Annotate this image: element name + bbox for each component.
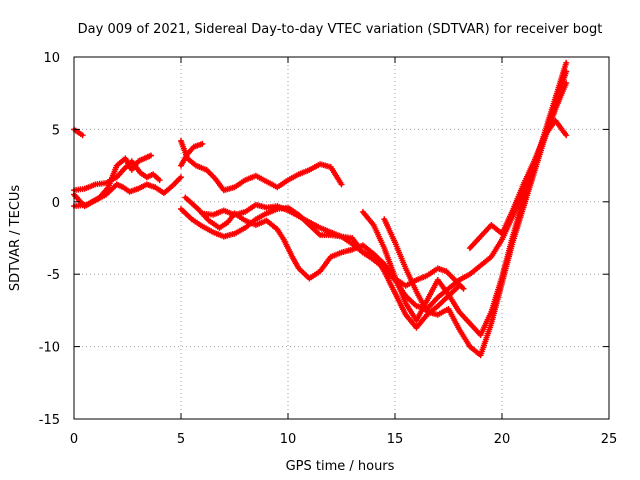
data-point-marker xyxy=(460,285,467,292)
x-axis-label: GPS time / hours xyxy=(286,459,395,474)
x-tick-label: 10 xyxy=(280,432,297,447)
x-tick-label: 0 xyxy=(70,432,78,447)
series-arc-2 xyxy=(71,158,163,194)
series-arc-6 xyxy=(178,140,206,169)
y-tick-label: 0 xyxy=(52,196,60,211)
y-axis-label: SDTVAR / TECUs xyxy=(8,185,23,292)
series-arc-10 xyxy=(359,59,570,338)
y-tick-label: -10 xyxy=(39,341,60,356)
data-series xyxy=(71,59,570,359)
x-tick-label: 20 xyxy=(494,432,511,447)
chart-title: Day 009 of 2021, Sidereal Day-to-day VTE… xyxy=(78,22,603,37)
series-arc-12 xyxy=(466,117,570,252)
y-tick-label: 5 xyxy=(52,123,60,138)
x-tick-label: 5 xyxy=(177,432,185,447)
data-point-marker xyxy=(156,177,163,184)
series-arc-11 xyxy=(381,68,570,359)
y-tick-label: -15 xyxy=(39,413,60,428)
x-tick-labels: 0 5 10 15 20 25 xyxy=(70,432,617,447)
y-tick-label: 10 xyxy=(43,51,60,66)
series-arc-1 xyxy=(71,126,86,139)
data-point-marker xyxy=(563,59,570,66)
data-point-marker xyxy=(199,140,206,147)
series-arc-4 xyxy=(71,174,184,210)
plot-frame xyxy=(73,56,610,420)
data-point-marker xyxy=(148,152,154,159)
data-point-marker xyxy=(178,174,184,181)
y-tick-label: -5 xyxy=(47,268,60,283)
data-point-marker xyxy=(338,181,345,188)
x-tick-label: 25 xyxy=(601,432,618,447)
data-point-marker xyxy=(563,68,570,75)
data-point-marker xyxy=(563,132,570,139)
data-point-marker xyxy=(79,132,86,139)
y-tick-labels: -15 -10 -5 0 5 10 xyxy=(39,51,60,428)
x-tick-label: 15 xyxy=(387,432,404,447)
series-arc-3 xyxy=(71,152,154,210)
